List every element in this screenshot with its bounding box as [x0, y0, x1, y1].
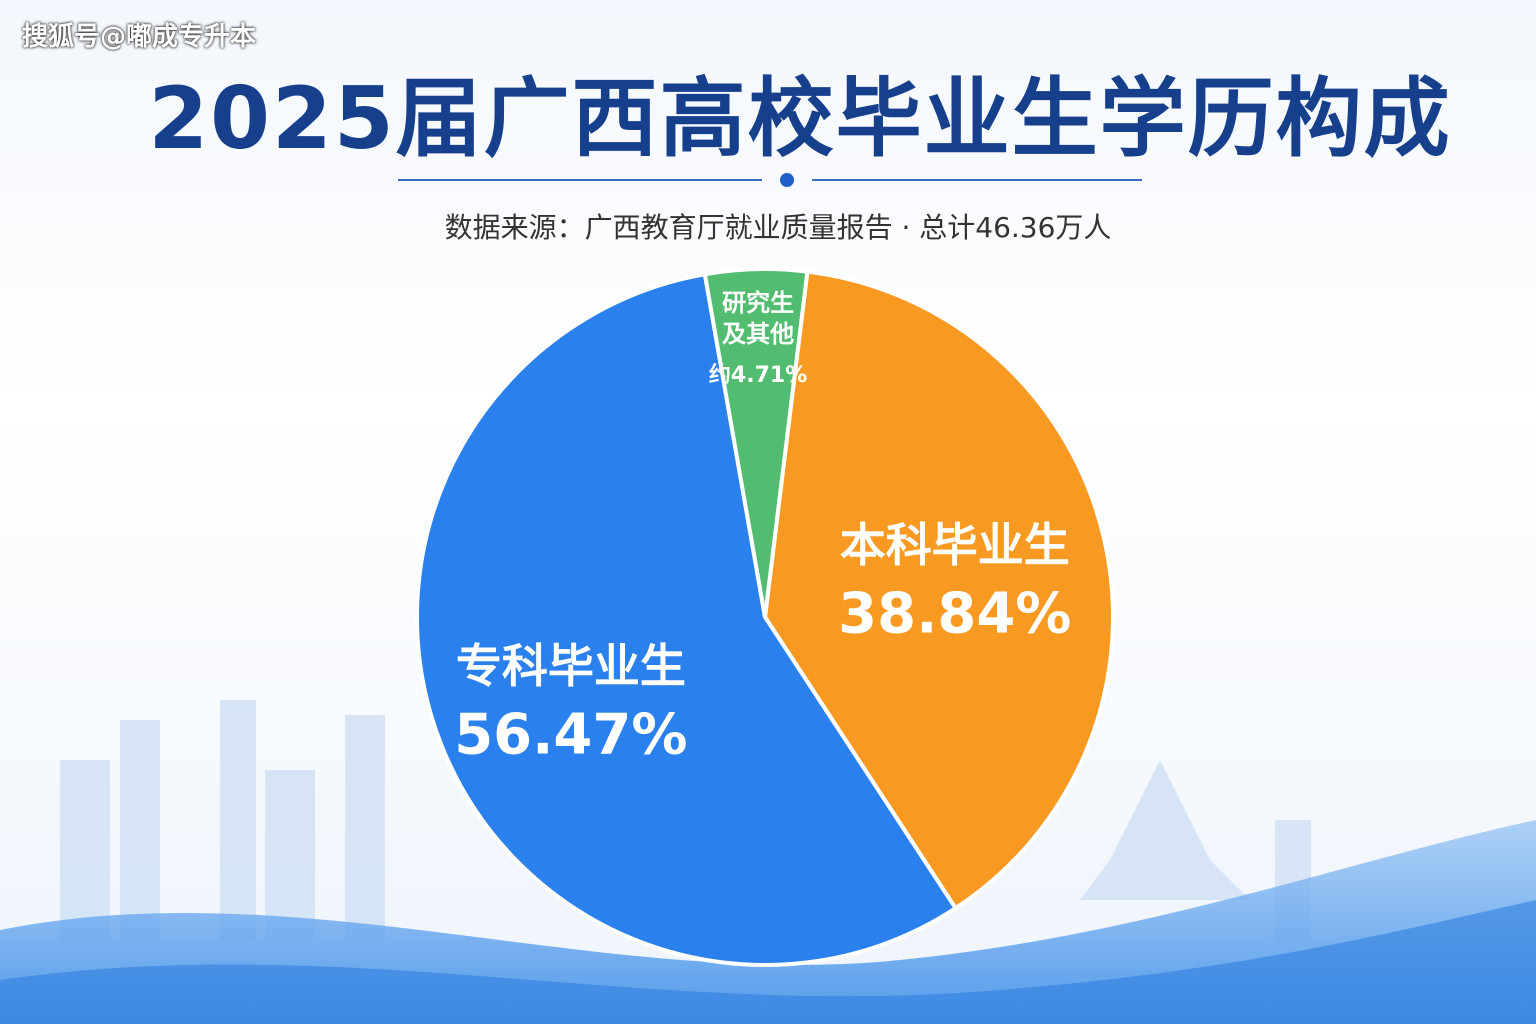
slice-label: 专科毕业生: [455, 638, 686, 693]
value-label: 56.47%: [454, 702, 688, 768]
pie: [415, 267, 1115, 967]
pie-slice: [415, 271, 959, 967]
wave: [0, 900, 1536, 1024]
pie-slice: [702, 267, 810, 618]
value-label: 约4.71%: [708, 363, 808, 389]
value-label: 38.84%: [838, 581, 1072, 647]
subtitle: 数据来源：广西教育厅就业质量报告 · 总计46.36万人: [444, 211, 1112, 244]
chart-title: 2025届广西高校毕业生学历构成: [148, 69, 1452, 169]
watermark: 搜狐号@嘟成专升本: [22, 22, 257, 52]
slice-label: 研究生及其他: [722, 288, 795, 349]
divider-dot: [780, 173, 794, 187]
slice-label: 本科毕业生: [839, 518, 1070, 573]
